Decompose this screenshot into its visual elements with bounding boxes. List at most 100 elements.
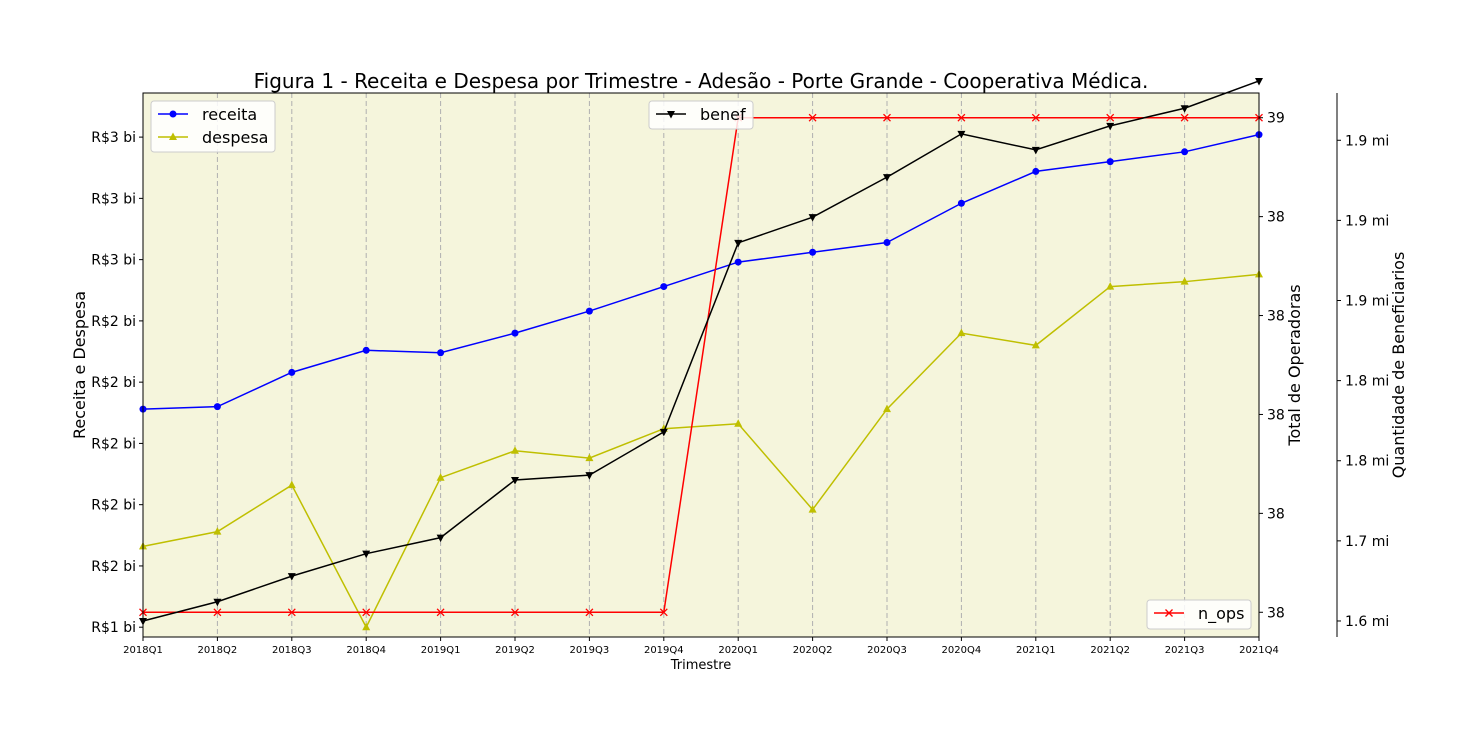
data-point-despesa — [734, 419, 743, 427]
legend-label: n_ops — [1198, 604, 1244, 624]
left-y-tick-label: R$2 bi — [91, 375, 136, 391]
right2-y-tick-label: 1.9 mi — [1345, 294, 1389, 310]
data-point-receita — [288, 368, 296, 376]
series-layer — [139, 77, 1263, 631]
legend-item-benef: benef — [656, 105, 746, 124]
series-n_ops — [139, 113, 1263, 617]
legend-marker — [169, 132, 177, 140]
right2-y-tick-label: 1.8 mi — [1345, 374, 1389, 390]
plot-frame — [142, 92, 1260, 638]
data-point-despesa — [287, 480, 296, 489]
left-axis-label: Receita e Despesa — [70, 291, 89, 439]
series-line-despesa — [142, 273, 1260, 629]
data-point-receita — [734, 258, 742, 266]
data-point-despesa — [808, 505, 817, 513]
series-line-n_ops — [143, 116, 1259, 614]
x-tick-label: 2019Q2 — [495, 645, 535, 656]
data-point-benef — [1255, 77, 1263, 86]
right-y-tick-label: 39 — [1267, 111, 1285, 127]
x-axis-label: Trimestre — [670, 658, 732, 673]
legend-item-receita: receita — [158, 105, 257, 124]
data-point-despesa — [1106, 282, 1115, 290]
legend-label: benef — [700, 105, 746, 124]
data-point-despesa — [1180, 277, 1189, 285]
right2-y-tick-label: 1.6 mi — [1345, 614, 1389, 630]
data-point-receita — [1106, 158, 1114, 166]
data-point-benef — [734, 239, 743, 248]
data-point-receita — [883, 238, 891, 246]
legend-box — [648, 100, 754, 130]
data-point-benef — [287, 573, 296, 581]
right-axis-label-beneficiarios: Quantidade de Beneficiarios — [1389, 252, 1408, 479]
series-despesa — [139, 269, 1263, 631]
data-point-benef — [362, 550, 371, 559]
x-tick-label: 2020Q3 — [867, 645, 907, 656]
legend-marker — [667, 111, 675, 119]
data-point-benef — [883, 174, 891, 182]
x-tick-label: 2019Q4 — [644, 645, 684, 656]
data-point-receita — [213, 403, 221, 411]
left-y-tick-label: R$3 bi — [91, 191, 136, 207]
data-point-despesa — [957, 328, 966, 337]
series-receita — [139, 131, 1263, 413]
data-point-despesa — [213, 527, 222, 535]
data-point-receita — [660, 283, 668, 291]
right-y-tick-label: 38 — [1267, 210, 1285, 226]
x-tick-label: 2018Q4 — [346, 645, 386, 656]
legend-box — [1146, 599, 1252, 630]
data-point-benef — [1180, 105, 1189, 113]
chart-title: Figura 1 - Receita e Despesa por Trimest… — [254, 69, 1149, 93]
data-point-despesa — [511, 446, 519, 454]
series-line-benef — [142, 80, 1260, 622]
legend-marker — [1165, 609, 1173, 617]
data-point-receita — [585, 307, 593, 315]
data-point-n_ops — [511, 608, 519, 617]
data-point-receita — [362, 346, 370, 354]
left-y-tick-label: R$2 bi — [91, 436, 136, 452]
data-point-n_ops — [585, 608, 594, 617]
right2-y-tick-label: 1.9 mi — [1345, 213, 1389, 229]
data-point-n_ops — [436, 608, 445, 617]
x-tick-label: 2020Q2 — [793, 645, 833, 656]
data-point-despesa — [883, 404, 891, 413]
left-y-tick-label: R$2 bi — [91, 559, 136, 575]
series-line-receita — [142, 133, 1260, 410]
data-point-despesa — [1031, 340, 1040, 349]
x-tick-label: 2020Q1 — [718, 645, 758, 656]
data-point-despesa — [362, 622, 371, 631]
data-point-benef — [436, 534, 445, 543]
data-point-benef — [957, 130, 966, 139]
data-point-receita — [511, 329, 519, 337]
right-axis-label-operadoras: Total de Operadoras — [1285, 284, 1304, 446]
data-point-n_ops — [659, 608, 668, 617]
legend-marker — [169, 110, 177, 118]
data-point-n_ops — [883, 113, 891, 122]
x-tick-label: 2021Q2 — [1090, 645, 1130, 656]
right-y-tick-label: 38 — [1267, 407, 1285, 423]
left-y-tick-label: R$2 bi — [91, 498, 136, 514]
x-tick-label: 2020Q4 — [942, 645, 982, 656]
axes-layer: 2018Q1 2018Q2 2018Q3 2018Q4 2019Q1 2019Q2 2019… — [91, 93, 1389, 656]
left-y-tick-label: R$3 bi — [91, 130, 136, 146]
data-point-receita — [1032, 167, 1040, 175]
data-point-n_ops — [808, 113, 817, 122]
series-benef — [139, 77, 1263, 626]
data-point-n_ops — [1180, 113, 1189, 122]
legend-item-despesa: despesa — [158, 128, 268, 147]
left-y-tick-label: R$2 bi — [91, 314, 136, 330]
data-point-benef — [585, 472, 594, 480]
x-tick-label: 2018Q3 — [272, 645, 312, 656]
right2-y-tick-label: 1.7 mi — [1345, 534, 1389, 550]
x-tick-label: 2021Q4 — [1239, 645, 1279, 656]
data-point-n_ops — [213, 608, 222, 617]
x-tick-label: 2018Q2 — [198, 645, 238, 656]
data-point-receita — [1181, 148, 1189, 156]
data-point-benef — [213, 598, 222, 607]
legend-upper-left: receita despesa — [150, 100, 276, 153]
x-tick-label: 2018Q1 — [123, 645, 163, 656]
right2-y-tick-label: 1.8 mi — [1345, 454, 1389, 470]
left-y-tick-label: R$3 bi — [91, 253, 136, 269]
data-point-receita — [437, 349, 445, 357]
legend-item-n_ops: n_ops — [1154, 604, 1244, 624]
